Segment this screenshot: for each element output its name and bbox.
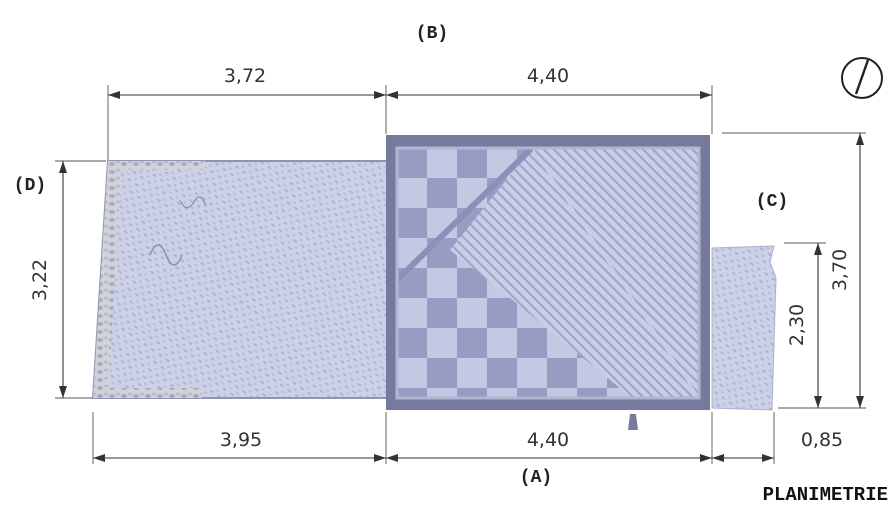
- side-label-c: (C): [756, 192, 788, 212]
- dimension-text-bottom-middle: 4,40: [527, 429, 569, 451]
- dimension-text-top-left: 3,72: [224, 65, 266, 87]
- dimension-bottom-middle: [386, 454, 712, 462]
- side-label-d: (D): [14, 176, 46, 196]
- side-label-a: (A): [520, 468, 552, 488]
- dimension-text-bottom-right: 0,85: [801, 429, 843, 451]
- north-arrow-icon: [841, 57, 883, 99]
- drawing-title: PLANIMETRIE: [763, 484, 888, 506]
- central-room: [386, 135, 710, 430]
- dimension-right-outer-height: [856, 133, 864, 408]
- dimension-top-right: [386, 91, 712, 99]
- dimension-text-right-inner-height: 2,30: [786, 304, 808, 346]
- dimension-bottom-right: [712, 454, 774, 462]
- dimension-top-left: [108, 91, 386, 99]
- dimension-left-height: [59, 161, 67, 398]
- side-label-b: (B): [416, 24, 448, 44]
- left-floor-area: [91, 160, 391, 399]
- dimension-text-top-right: 4,40: [527, 65, 569, 87]
- right-floor-area: [711, 245, 777, 411]
- dimension-text-right-outer-height: 3,70: [829, 249, 851, 291]
- dimension-text-bottom-left: 3,95: [220, 429, 262, 451]
- dimension-bottom-left: [93, 454, 386, 462]
- dimension-text-left-height: 3,22: [29, 259, 51, 301]
- dimension-right-inner-height: [814, 243, 822, 408]
